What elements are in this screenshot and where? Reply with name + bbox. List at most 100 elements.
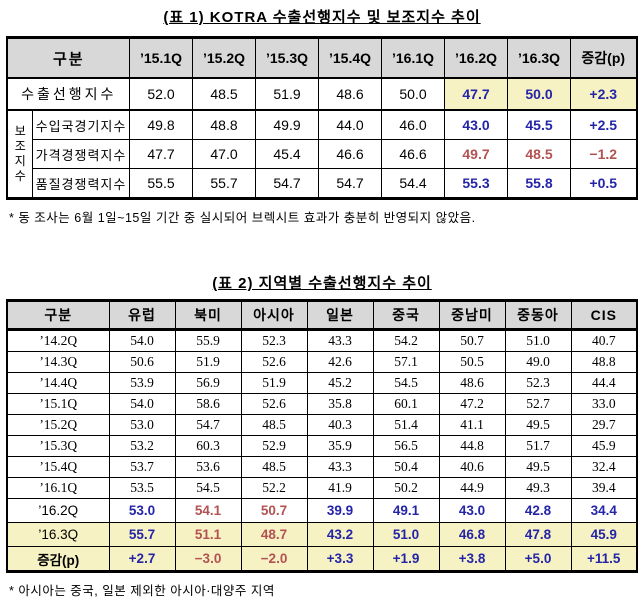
table2-value-cell: 50.2: [372, 477, 440, 499]
table1-value-cell: 48.5: [192, 77, 256, 111]
table2-row: ’16.1Q 53.5 54.5 52.2 41.9 50.2 44.9 49.3 39.4: [6, 477, 638, 499]
table1-row-label: 가격경쟁력지수: [31, 139, 131, 169]
table2-column-header: 중남미: [438, 300, 506, 331]
table1-value-cell: 45.4: [255, 139, 319, 169]
table2-value-cell: 34.4: [570, 498, 638, 523]
table2-value-cell: +11.5: [570, 546, 638, 572]
table2-column-header: 중국: [372, 300, 440, 331]
table1-corner-header: 구분: [6, 37, 131, 79]
table2-row-label: ’14.2Q: [6, 329, 110, 352]
table1-value-cell: 47.0: [192, 139, 256, 169]
table2-value-cell: 48.6: [438, 372, 506, 394]
table1-value-cell: 46.6: [318, 139, 382, 169]
table2-column-header: 아시아: [240, 300, 308, 331]
table1-value-cell: 54.7: [318, 168, 382, 199]
table2-value-cell: 52.9: [240, 435, 308, 457]
table2-value-cell: 57.1: [372, 351, 440, 373]
table2-value-cell: 47.8: [504, 522, 572, 547]
table1-value-cell: 49.8: [129, 109, 193, 140]
table1-value-cell: 51.9: [255, 77, 319, 111]
table2-value-cell: 52.2: [240, 477, 308, 499]
table2-value-cell: 33.0: [570, 393, 638, 415]
table2-value-cell: 52.3: [240, 329, 308, 352]
table2-value-cell: 54.5: [372, 372, 440, 394]
table1-value-cell: 50.0: [507, 77, 571, 111]
table1-value-cell: 48.8: [192, 109, 256, 140]
table2-row-label: ’16.2Q: [6, 498, 110, 523]
table1-value-cell: 45.5: [507, 109, 571, 140]
table2-value-cell: 29.7: [570, 414, 638, 436]
table2-corner-header: 구분: [6, 300, 110, 331]
table1-value-cell: +0.5: [570, 168, 637, 199]
table2-column-header: 일본: [306, 300, 374, 331]
table1-value-cell: 44.0: [318, 109, 382, 140]
table2-value-cell: 43.3: [306, 329, 374, 352]
table2-value-cell: 44.4: [570, 372, 638, 394]
table2-value-cell: 51.4: [372, 414, 440, 436]
table1-kotra-index: 구분 ’15.1Q ’15.2Q ’15.3Q ’15.4Q ’16.1Q ’16.2Q ’1…: [6, 36, 638, 200]
table2-value-cell: 32.4: [570, 456, 638, 478]
table2-value-cell: 53.2: [108, 435, 176, 457]
table2-value-cell: 50.7: [438, 329, 506, 352]
table2-value-cell: 54.1: [174, 498, 242, 523]
table1-column-header: ’16.1Q: [381, 37, 445, 79]
table2-row: ’16.2Q 53.0 54.1 50.7 39.9 49.1 43.0 42.8 34.4: [6, 498, 638, 523]
table1-value-cell: +2.5: [570, 109, 637, 140]
table1-column-header: ’16.3Q: [507, 37, 571, 79]
table1-value-cell: 55.8: [507, 168, 571, 199]
table1-value-cell: 52.0: [129, 77, 193, 111]
table2-value-cell: 49.1: [372, 498, 440, 523]
table2-row-label: ’15.1Q: [6, 393, 110, 415]
table2-value-cell: 50.5: [438, 351, 506, 373]
table2-value-cell: 43.3: [306, 456, 374, 478]
table2-row-label: ’14.4Q: [6, 372, 110, 394]
table1-value-cell: 48.5: [507, 139, 571, 169]
table2-value-cell: 51.9: [240, 372, 308, 394]
table1-value-cell: 55.5: [129, 168, 193, 199]
table1-value-cell: 43.0: [444, 109, 508, 140]
table2-value-cell: 46.8: [438, 522, 506, 547]
table1-row: 수출선행지수 52.0 48.5 51.9 48.6 50.0 47.7 50.0 +2.3: [6, 77, 637, 111]
table1-value-cell: −1.2: [570, 139, 637, 169]
table2-row: ’14.3Q 50.6 51.9 52.6 42.6 57.1 50.5 49.0 48.8: [6, 351, 638, 373]
table2-value-cell: +5.0: [504, 546, 572, 572]
table2-value-cell: 54.0: [108, 393, 176, 415]
table2-value-cell: +2.7: [108, 546, 176, 572]
table2-value-cell: 51.7: [504, 435, 572, 457]
table1-value-cell: 55.3: [444, 168, 508, 199]
table1-value-cell: +2.3: [570, 77, 637, 111]
table1-footnote: * 동 조사는 6월 1일~15일 기간 중 실시되어 브렉시트 효과가 충분히…: [9, 211, 476, 225]
table2-value-cell: 50.6: [108, 351, 176, 373]
table2-value-cell: +3.3: [306, 546, 374, 572]
table2-value-cell: 48.5: [240, 414, 308, 436]
table2-value-cell: 42.8: [504, 498, 572, 523]
table2-value-cell: 54.5: [174, 477, 242, 499]
table2-value-cell: 41.1: [438, 414, 506, 436]
table2-value-cell: 52.6: [240, 351, 308, 373]
table2-value-cell: 53.0: [108, 498, 176, 523]
table2-row-label: ’15.4Q: [6, 456, 110, 478]
table2-row: ’15.1Q 54.0 58.6 52.6 35.8 60.1 47.2 52.7 33.0: [6, 393, 638, 415]
table2-row: ’15.2Q 53.0 54.7 48.5 40.3 51.4 41.1 49.5 29.7: [6, 414, 638, 436]
table2-value-cell: 60.1: [372, 393, 440, 415]
table2-value-cell: 60.3: [174, 435, 242, 457]
table1-value-cell: 54.7: [255, 168, 319, 199]
table1-column-header: 증감(p): [570, 37, 637, 79]
table2-value-cell: 48.8: [570, 351, 638, 373]
table2-row: 증감(p) +2.7 −3.0 −2.0 +3.3 +1.9 +3.8 +5.0 +11.5: [6, 546, 638, 572]
table2-value-cell: 41.9: [306, 477, 374, 499]
table2-value-cell: 35.9: [306, 435, 374, 457]
table2-regional-index: 구분 유럽 북미 아시아 일본 중국 중남미 중동아 CIS ’14.2Q 54.0 55.9 52.…: [6, 299, 638, 573]
table2-value-cell: 40.7: [570, 329, 638, 352]
table2-row-label: ’16.3Q: [6, 522, 110, 547]
table2-value-cell: +1.9: [372, 546, 440, 572]
table2-row: ’14.4Q 53.9 56.9 51.9 45.2 54.5 48.6 52.3 44.4: [6, 372, 638, 394]
table2-row-label: ’16.1Q: [6, 477, 110, 499]
table2-row: ’16.3Q 55.7 51.1 48.7 43.2 51.0 46.8 47.8 45.9: [6, 522, 638, 547]
table2-value-cell: 56.9: [174, 372, 242, 394]
table2-value-cell: 45.9: [570, 435, 638, 457]
table1-row: 가격경쟁력지수 47.7 47.0 45.4 46.6 46.6 49.7 48.5 −1.2: [7, 139, 637, 169]
table1-value-cell: 49.7: [444, 139, 508, 169]
